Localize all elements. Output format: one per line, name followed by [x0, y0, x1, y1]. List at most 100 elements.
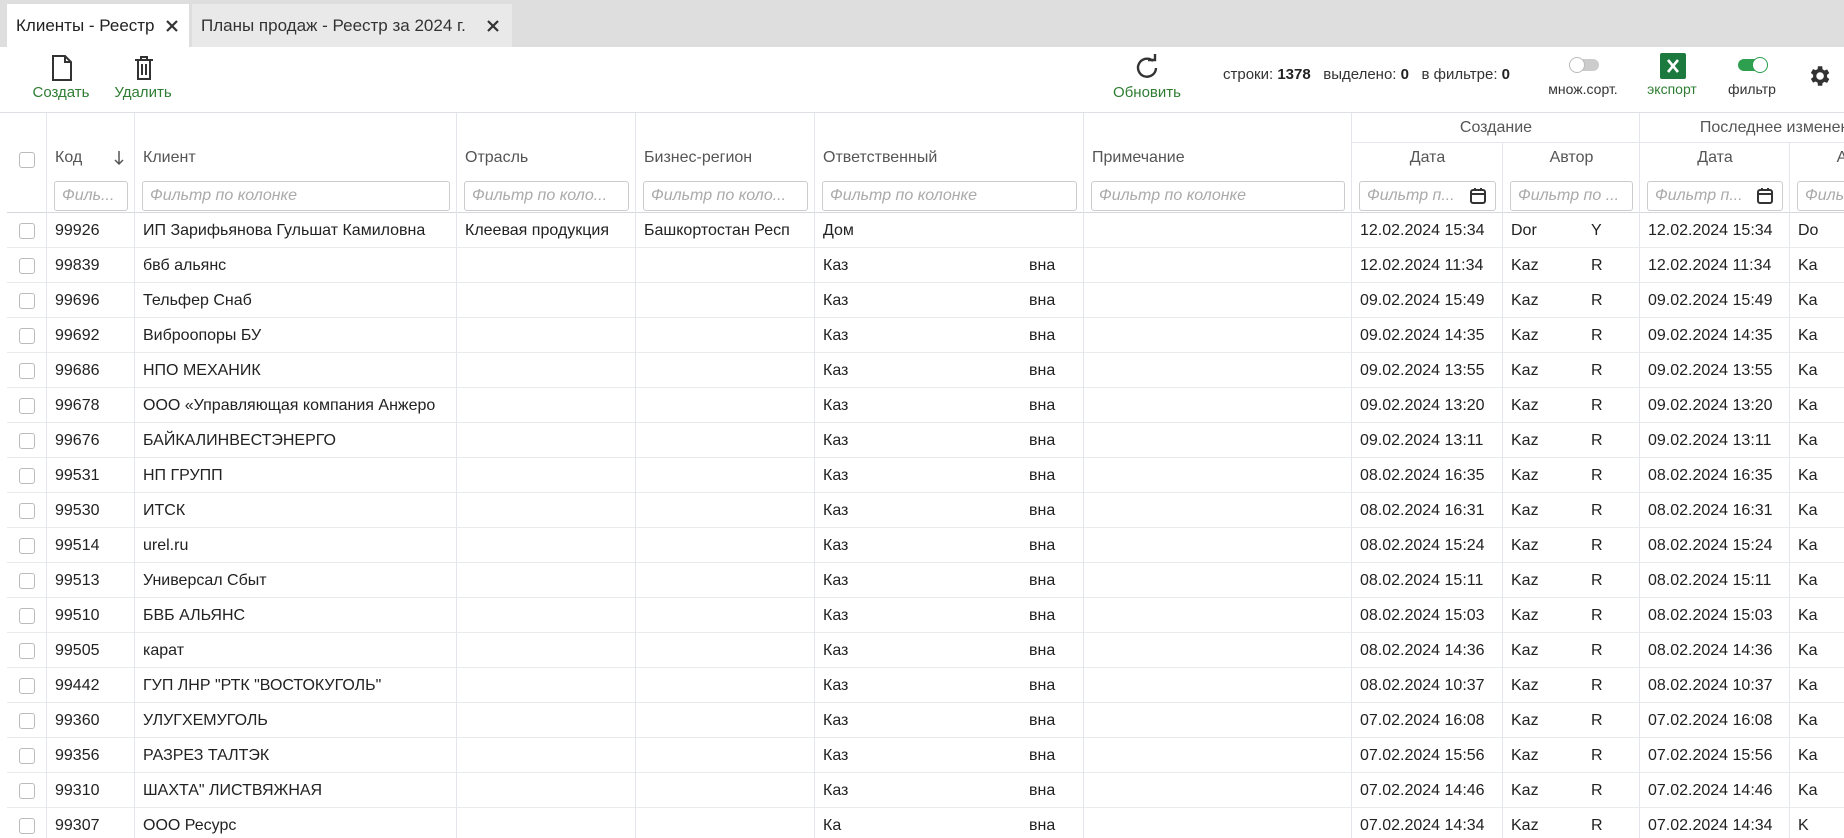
- settings-icon[interactable]: [1806, 63, 1832, 89]
- column-filter[interactable]: Фильтр по ...: [1797, 181, 1844, 211]
- row-checkbox[interactable]: [19, 538, 35, 554]
- table-row[interactable]: 99530 ИТСК Каз вна 08.02.2024 16:31 Kaz R 08.02…: [7, 493, 1844, 528]
- row-checkbox[interactable]: [19, 818, 35, 834]
- sort-icon[interactable]: [113, 150, 125, 166]
- export-button[interactable]: экспорт: [1622, 53, 1722, 105]
- column-header[interactable]: Автор: [1790, 149, 1844, 167]
- row-checkbox[interactable]: [19, 363, 35, 379]
- table-row[interactable]: 99531 НП ГРУПП Каз вна 08.02.2024 16:35 Kaz R 0…: [7, 458, 1844, 493]
- column-header[interactable]: Примечание: [1092, 149, 1185, 166]
- column-filter[interactable]: Фильтр п...: [1647, 181, 1783, 211]
- row-checkbox[interactable]: [19, 503, 35, 519]
- column-header[interactable]: Дата: [1697, 149, 1733, 166]
- column-filter[interactable]: Фильтр по коло...: [643, 181, 808, 211]
- table-row[interactable]: 99839 бвб альянс Каз вна 12.02.2024 11:34 Kaz…: [7, 248, 1844, 283]
- table-cell: 99513: [47, 563, 135, 598]
- row-checkbox[interactable]: [19, 433, 35, 449]
- cell-text: вна: [1029, 432, 1056, 449]
- cell-text: вна: [1029, 642, 1056, 659]
- cell-text: 09.02.2024 14:35: [1360, 327, 1485, 344]
- close-icon[interactable]: [165, 19, 179, 33]
- close-icon[interactable]: [486, 19, 500, 33]
- table-cell: Kaz R: [1503, 353, 1640, 388]
- table-row[interactable]: 99692 Виброопоры БУ Каз вна 09.02.2024 14:35…: [7, 318, 1844, 353]
- row-checkbox[interactable]: [19, 223, 35, 239]
- column-filter[interactable]: Фильтр по колонке: [822, 181, 1077, 211]
- table-row[interactable]: 99696 Тельфер Снаб Каз вна 09.02.2024 15:49 K…: [7, 283, 1844, 318]
- column-header[interactable]: Код: [55, 149, 83, 166]
- cell-text: 07.02.2024 15:56: [1648, 747, 1773, 764]
- table-row[interactable]: 99505 карат Каз вна 08.02.2024 14:36 Kaz R 08.0…: [7, 633, 1844, 668]
- calendar-icon[interactable]: [1469, 187, 1487, 205]
- table-row[interactable]: 99926 ИП Зарифьянова Гульшат Камиловна Кле…: [7, 213, 1844, 248]
- column-header[interactable]: Ответственный: [823, 149, 938, 166]
- row-checkbox[interactable]: [19, 258, 35, 274]
- calendar-icon[interactable]: [1756, 187, 1774, 205]
- table-row[interactable]: 99442 ГУП ЛНР "РТК "ВОСТОКУГОЛЬ" Каз вна 08.…: [7, 668, 1844, 703]
- table-cell: Kaz R: [1503, 283, 1640, 318]
- tab[interactable]: Планы продаж - Реестр за 2024 г.: [192, 4, 512, 47]
- table-cell: [636, 668, 815, 703]
- column-header[interactable]: Дата: [1409, 149, 1446, 166]
- select-all-checkbox[interactable]: [19, 152, 35, 168]
- row-checkbox[interactable]: [19, 398, 35, 414]
- table-row[interactable]: 99678 ООО «Управляющая компания Анжеро Каз…: [7, 388, 1844, 423]
- row-checkbox[interactable]: [19, 678, 35, 694]
- table-cell: [1084, 213, 1352, 248]
- table-row[interactable]: 99676 БАЙКАЛИНВЕСТЭНЕРГО Каз вна 09.02.2024 …: [7, 423, 1844, 458]
- row-checkbox[interactable]: [19, 713, 35, 729]
- table-cell: [636, 703, 815, 738]
- cell-text: Kaz: [1511, 292, 1539, 309]
- table-row[interactable]: 99510 БВБ АЛЬЯНС Каз вна 08.02.2024 15:03 Kaz…: [7, 598, 1844, 633]
- refresh-button[interactable]: Обновить: [1097, 53, 1197, 105]
- table-cell: 99676: [47, 423, 135, 458]
- tab[interactable]: Клиенты - Реестр: [7, 4, 189, 47]
- table-cell: 08.02.2024 16:31: [1352, 493, 1503, 528]
- table-cell: 08.02.2024 15:24: [1352, 528, 1503, 563]
- col-border: [7, 633, 47, 668]
- column-filter[interactable]: Фильтр по коло...: [464, 181, 629, 211]
- cell-text: 08.02.2024 15:03: [1648, 607, 1773, 624]
- table-row[interactable]: 99360 УЛУГХЕМУГОЛЬ Каз вна 07.02.2024 16:08 K…: [7, 703, 1844, 738]
- column-filter[interactable]: Фильтр по колонке: [142, 181, 450, 211]
- table-cell: [1084, 283, 1352, 318]
- column-filter[interactable]: Филь...: [54, 181, 128, 211]
- row-checkbox[interactable]: [19, 573, 35, 589]
- cell-text: Ka: [1798, 257, 1818, 274]
- table-row[interactable]: 99356 РАЗРЕЗ ТАЛТЭК Каз вна 07.02.2024 15:56…: [7, 738, 1844, 773]
- col-border: [7, 283, 47, 318]
- row-checkbox[interactable]: [19, 328, 35, 344]
- column-header[interactable]: Отрасль: [465, 149, 529, 166]
- column-header[interactable]: Бизнес-регион: [644, 149, 753, 166]
- cell-text: вна: [1029, 362, 1056, 379]
- row-checkbox[interactable]: [19, 643, 35, 659]
- delete-button[interactable]: Удалить: [93, 53, 193, 105]
- row-checkbox[interactable]: [19, 748, 35, 764]
- cell-text: R: [1591, 292, 1603, 309]
- row-checkbox[interactable]: [19, 783, 35, 799]
- cell-text: вна: [1029, 747, 1056, 764]
- column-filter[interactable]: Фильтр п...: [1359, 181, 1496, 211]
- table-row[interactable]: 99513 Универсал Сбыт Каз вна 08.02.2024 15:1…: [7, 563, 1844, 598]
- multisort-toggle[interactable]: множ.сорт.: [1533, 53, 1633, 105]
- table-cell: urel.ru: [135, 528, 457, 563]
- table-row[interactable]: 99310 ШАХТА" ЛИСТВЯЖНАЯ Каз вна 07.02.2024 1…: [7, 773, 1844, 808]
- table-cell: [636, 563, 815, 598]
- table-cell: Каз вна: [815, 703, 1084, 738]
- table-row[interactable]: 99307 ООО Ресурс Ка вна 07.02.2024 14:34 Kaz R…: [7, 808, 1844, 838]
- table-row[interactable]: 99514 urel.ru Каз вна 08.02.2024 15:24 Kaz R 08…: [7, 528, 1844, 563]
- column-filter[interactable]: Фильтр по колонке: [1091, 181, 1345, 211]
- row-checkbox[interactable]: [19, 293, 35, 309]
- create-button[interactable]: Создать: [11, 53, 111, 105]
- filter-toggle[interactable]: фильтр: [1702, 53, 1802, 105]
- table-cell: 99678: [47, 388, 135, 423]
- col-border: [7, 528, 47, 563]
- column-header[interactable]: Клиент: [143, 149, 196, 166]
- table-row[interactable]: 99686 НПО МЕХАНИК Каз вна 09.02.2024 13:55 Ka…: [7, 353, 1844, 388]
- row-checkbox[interactable]: [19, 468, 35, 484]
- row-checkbox[interactable]: [19, 608, 35, 624]
- cell-text: 99510: [55, 607, 100, 624]
- table-cell: [1084, 493, 1352, 528]
- column-filter[interactable]: Фильтр по ...: [1510, 181, 1633, 211]
- column-header[interactable]: Автор: [1549, 149, 1594, 166]
